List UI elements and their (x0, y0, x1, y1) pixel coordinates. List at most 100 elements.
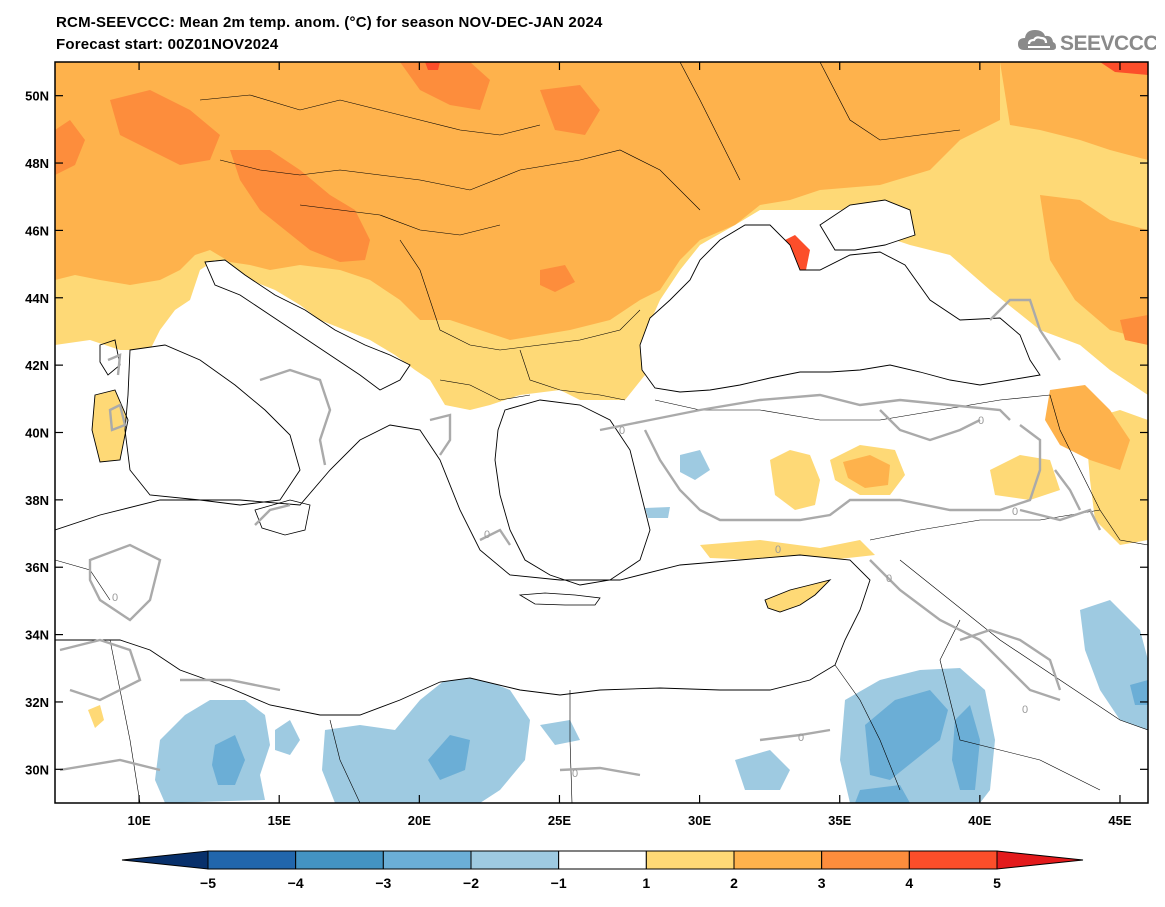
colorbar-label: −4 (288, 875, 304, 891)
lat-tick-label: 40N (25, 426, 49, 441)
coastlines (55, 199, 1041, 716)
anomaly-patch (700, 540, 875, 560)
colorbar-label: 4 (905, 875, 913, 891)
anomaly-patch (88, 705, 104, 728)
anomaly-patch (770, 450, 820, 510)
svg-text:0: 0 (619, 425, 625, 437)
lon-tick-label: 30E (688, 813, 711, 828)
anomaly-region-m1-m2 (1080, 600, 1148, 730)
lat-tick-label: 44N (25, 291, 49, 306)
colorbar-swatch (558, 850, 647, 870)
colorbar-swatch (908, 850, 998, 870)
anomaly-region-4-5 (425, 62, 440, 70)
lat-tick-label: 50N (25, 89, 49, 104)
anomaly-patch (92, 390, 128, 462)
anomaly-region-3-4 (55, 120, 85, 175)
svg-text:0: 0 (775, 544, 781, 556)
lat-tick-label: 48N (25, 156, 49, 171)
colorbar-swatch (733, 850, 823, 870)
lat-tick-label: 34N (25, 628, 49, 643)
anomaly-region-3-4 (540, 85, 600, 135)
colorbar-label: 5 (993, 875, 1001, 891)
colorbar-swatch (295, 850, 384, 870)
anomaly-region-2-3 (843, 455, 890, 488)
sicily-island (254, 499, 311, 536)
lat-tick-label: 32N (25, 695, 49, 710)
anomaly-region-2-3 (55, 62, 1000, 340)
lon-tick-label: 10E (128, 813, 151, 828)
cyprus-island (765, 580, 830, 612)
sea-of-azov (820, 200, 915, 250)
adriatic-sea (205, 260, 410, 390)
title-line-1: RCM-SEEVCCC: Mean 2m temp. anom. (°C) fo… (56, 14, 603, 31)
title-line-2: Forecast start: 00Z01NOV2024 (56, 36, 279, 53)
colorbar-label: −5 (200, 875, 216, 891)
colorbar-label: 1 (642, 875, 650, 891)
colorbar-swatch (470, 850, 560, 870)
anomaly-region-3-4 (1120, 315, 1148, 345)
svg-text:0: 0 (886, 573, 892, 585)
lat-tick-label: 30N (25, 762, 49, 777)
lon-tick-label: 45E (1108, 813, 1131, 828)
anomaly-region-m1-m2 (735, 750, 790, 790)
colorbar-label: 3 (818, 875, 826, 891)
anomaly-region-m1-m2 (155, 700, 270, 803)
anomaly-region-m2-m3 (865, 690, 948, 780)
anomaly-region-2-3 (1000, 62, 1148, 160)
lat-tick-label: 36N (25, 560, 49, 575)
longitude-axis: 10E 15E 20E 25E 30E 35E 40E 45E (128, 62, 1132, 828)
lon-tick-label: 35E (828, 813, 851, 828)
colorbar-over-triangle (996, 850, 1084, 870)
lon-tick-label: 15E (268, 813, 291, 828)
anomaly-region-m2-m3 (1130, 680, 1148, 705)
anomaly-region-m1-m2 (680, 450, 710, 480)
anomaly-region-m2-m3 (212, 735, 245, 785)
lat-tick-label: 46N (25, 223, 49, 238)
black-sea (640, 225, 1040, 392)
colorbar-swatch (821, 850, 910, 870)
lon-tick-label: 20E (408, 813, 431, 828)
anomaly-region-3-4 (230, 150, 370, 262)
colorbar-label: −3 (375, 875, 391, 891)
aegean-sea (495, 400, 650, 585)
mediterranean-sea (55, 425, 870, 715)
anomaly-patch (990, 455, 1060, 500)
anomaly-region-2-3 (1045, 385, 1130, 470)
colorbar-swatch (645, 850, 735, 870)
zero-contours (59, 298, 1102, 777)
svg-text:0: 0 (1022, 704, 1028, 716)
crete-island (518, 592, 601, 606)
anomaly-region-m1-m2 (275, 720, 300, 755)
anomaly-region-m1-m2 (322, 678, 530, 803)
anomaly-region-3-4 (540, 265, 575, 292)
colorbar-label: −2 (463, 875, 479, 891)
anomaly-region-2-3 (1040, 195, 1148, 340)
anomaly-region-m2-m3 (428, 735, 470, 780)
svg-text:0: 0 (978, 415, 984, 427)
svg-text:0: 0 (798, 732, 804, 744)
svg-text:0: 0 (112, 592, 118, 604)
country-borders (55, 62, 1148, 803)
colorbar-label: 2 (730, 875, 738, 891)
colorbar-swatch (382, 850, 472, 870)
cloud-icon (1018, 30, 1056, 50)
anomaly-region-3-4 (400, 62, 490, 110)
colorbar-label: −1 (551, 875, 567, 891)
anomaly-region-m2-m3 (952, 705, 980, 790)
lat-tick-label: 42N (25, 358, 49, 373)
colorbar: −5 −4 −3 −2 −1 1 2 3 4 5 (121, 850, 1084, 891)
latitude-axis: 30N 32N 34N 36N 38N 40N 42N 44N 46N 48N 50N (25, 89, 1148, 777)
colorbar-swatch (207, 850, 297, 870)
colorbar-under-triangle (121, 850, 209, 870)
map-plot-area (55, 62, 1148, 803)
anomaly-region-4-5 (1100, 62, 1148, 75)
anomaly-region-m2-m3 (855, 785, 910, 803)
tyrrhenian-sea (125, 345, 300, 505)
seevccc-logo: SEEVCCC (1018, 30, 1156, 55)
logo-text: SEEVCCC (1060, 32, 1156, 55)
svg-text:0: 0 (1012, 506, 1018, 518)
lat-tick-label: 38N (25, 493, 49, 508)
svg-text:0: 0 (484, 529, 490, 541)
lon-tick-label: 40E (968, 813, 991, 828)
